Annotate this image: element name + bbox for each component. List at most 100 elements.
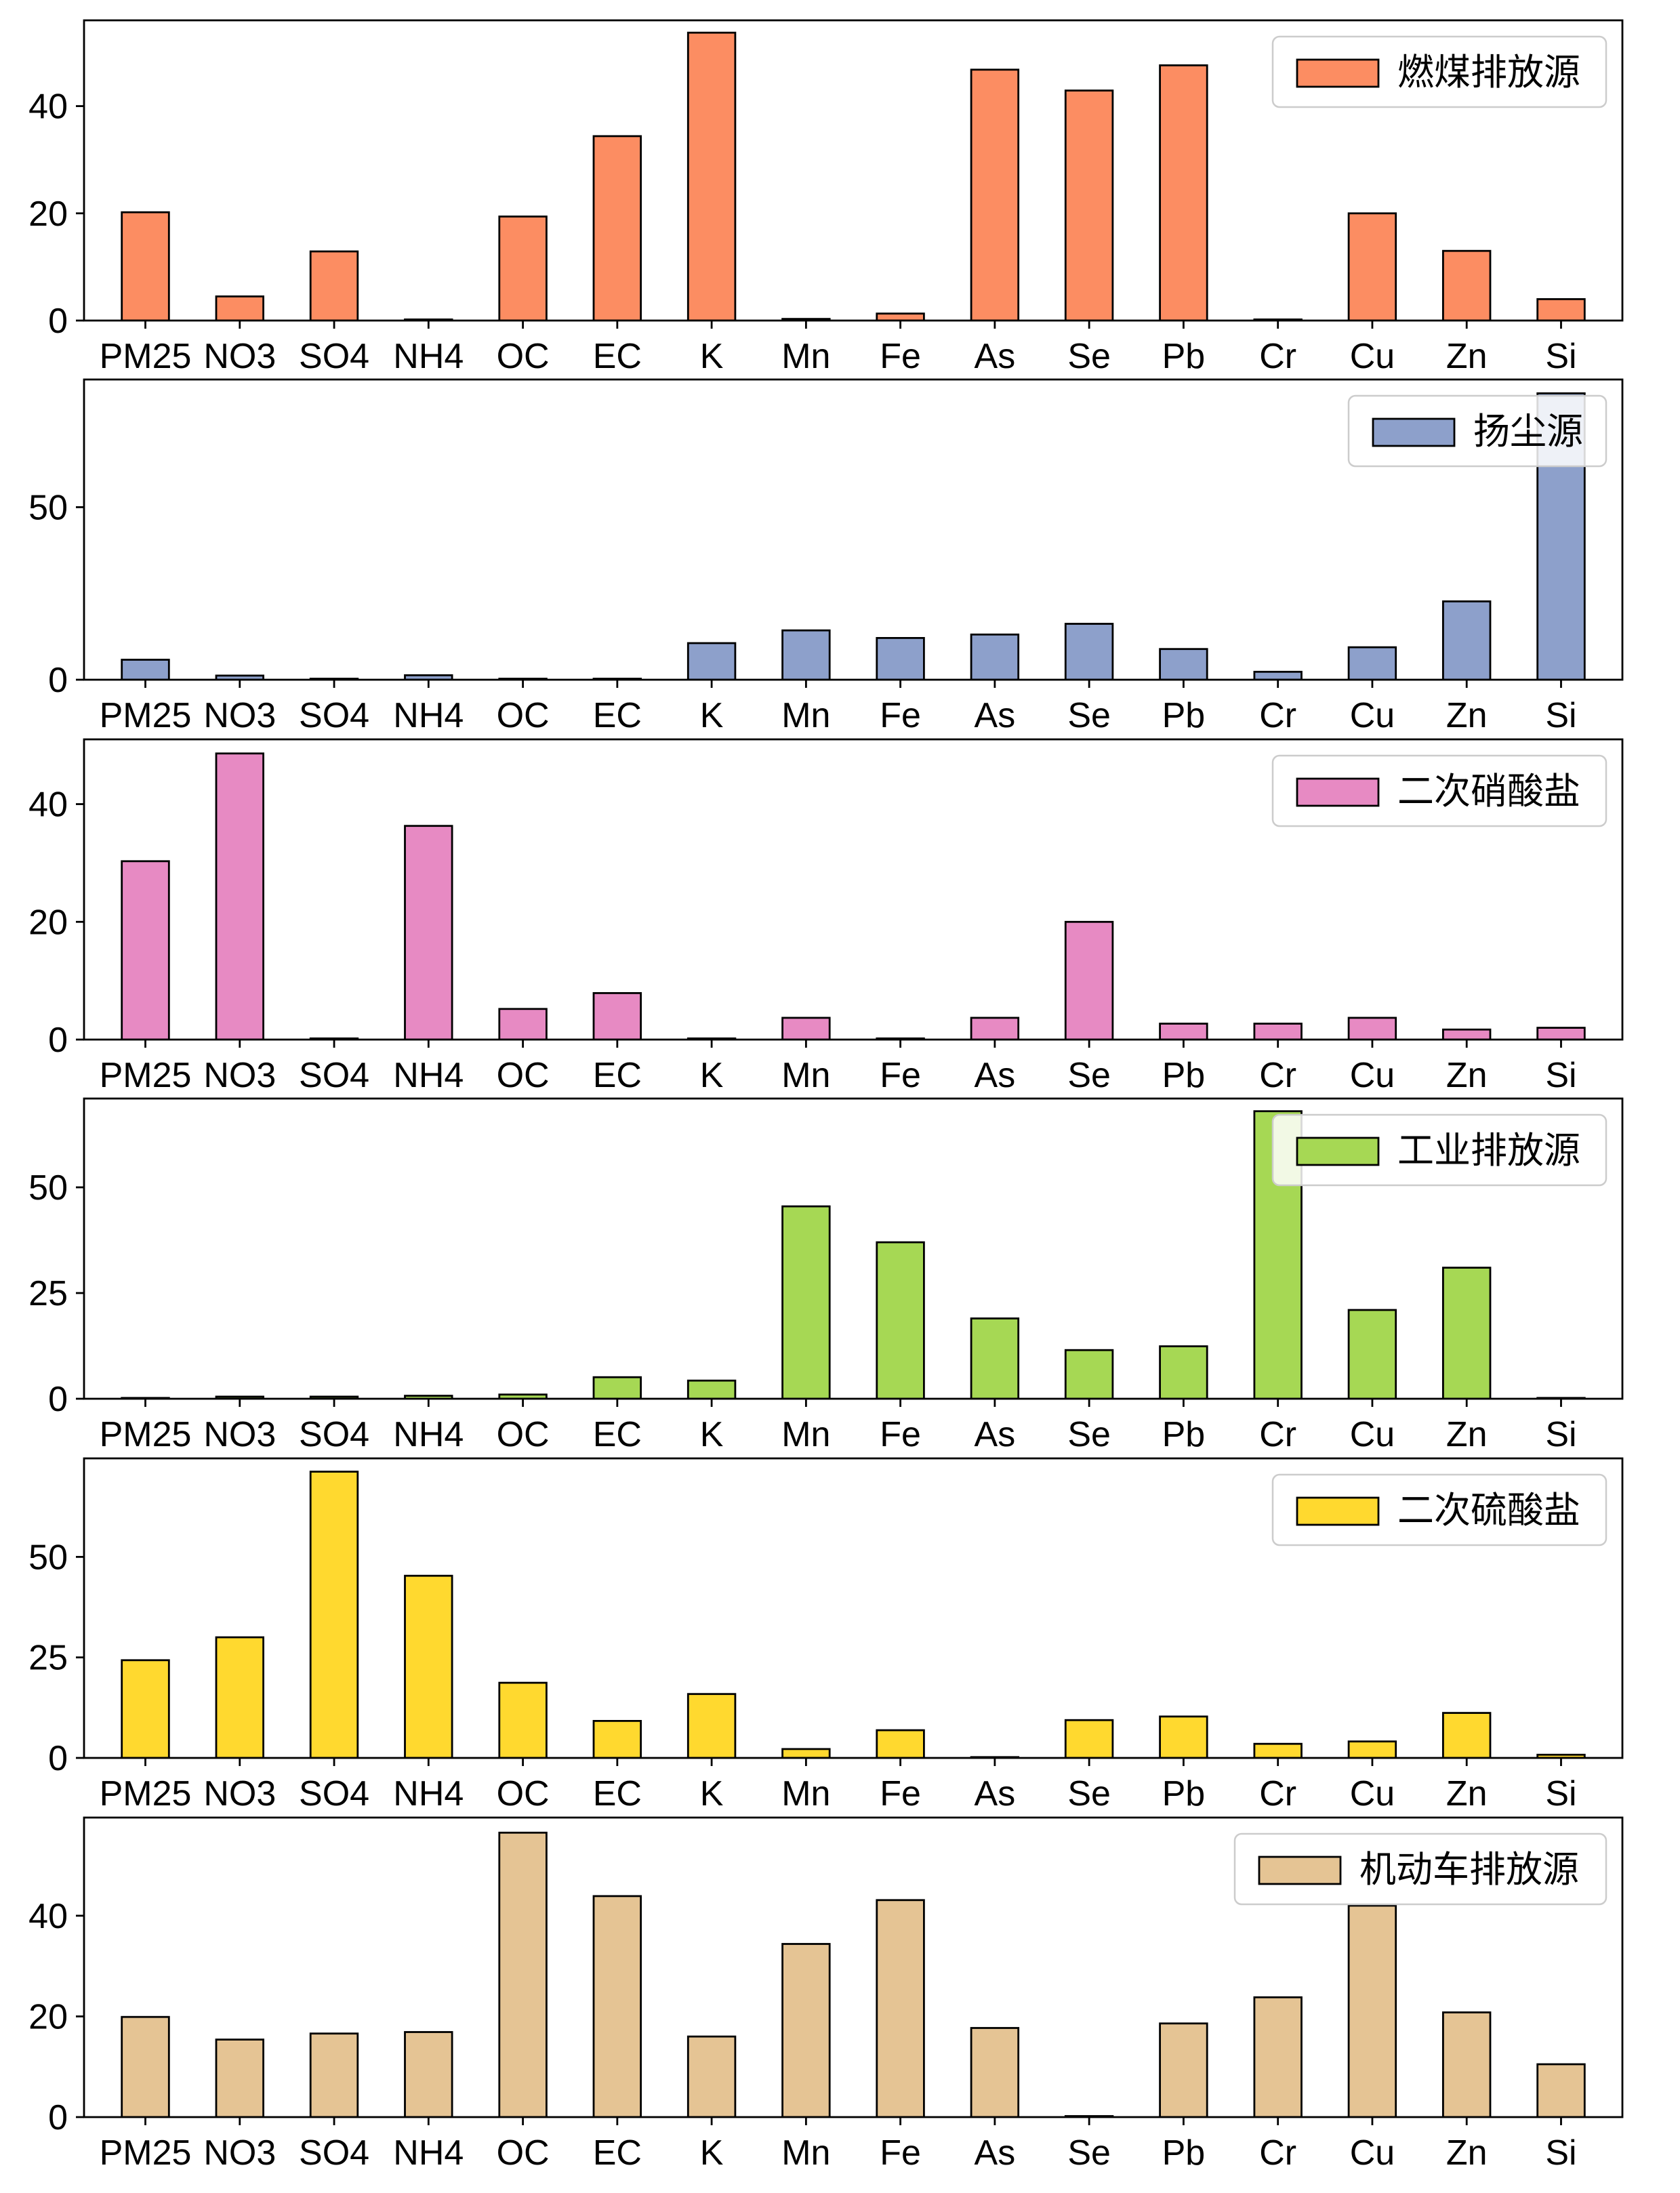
x-tick-label: PM25 xyxy=(100,337,192,376)
bar-As xyxy=(970,68,1020,321)
bar-OC xyxy=(498,1831,548,2117)
x-tick-label: EC xyxy=(593,2133,642,2173)
x-tick-label: Si xyxy=(1545,337,1576,376)
x-tick-label: NH4 xyxy=(393,1056,464,1095)
y-tick-label: 0 xyxy=(48,1739,68,1778)
bar-group xyxy=(121,1471,1586,1758)
x-tick-label: SO4 xyxy=(299,1056,369,1095)
bar-EC xyxy=(592,992,642,1040)
bar-SO4 xyxy=(309,250,359,321)
bar-As xyxy=(970,1017,1020,1040)
bar-K xyxy=(687,1379,737,1399)
legend-label: 机动车排放源 xyxy=(1359,1849,1579,1890)
bar-Si xyxy=(1536,1027,1586,1040)
x-tick-label: As xyxy=(975,2133,1016,2173)
bar-As xyxy=(970,1317,1020,1399)
x-tick-label: NO3 xyxy=(203,337,276,376)
x-tick-label: Zn xyxy=(1446,696,1488,735)
x-tick-label: Mn xyxy=(781,1415,830,1454)
x-tick-label: Cr xyxy=(1259,1056,1296,1095)
legend: 工业排放源 xyxy=(1271,1113,1607,1187)
x-tick-label: EC xyxy=(593,1415,642,1454)
bar-Pb xyxy=(1159,648,1208,680)
bar-NO3 xyxy=(215,1636,264,1758)
bar-Se xyxy=(1064,623,1114,680)
bar-NH4 xyxy=(404,674,453,680)
y-tick-label: 40 xyxy=(28,87,68,127)
x-tick-label: Mn xyxy=(781,2133,830,2173)
x-tick-label: Se xyxy=(1067,337,1111,376)
bar-Pb xyxy=(1159,2022,1208,2117)
bar-SO4 xyxy=(309,1471,359,1758)
legend: 二次硫酸盐 xyxy=(1271,1473,1607,1546)
x-tick-label: K xyxy=(700,1415,724,1454)
x-tick-label: NH4 xyxy=(393,696,464,735)
bar-Fe xyxy=(876,1241,925,1399)
x-tick-label: OC xyxy=(497,1056,550,1095)
bar-Si xyxy=(1536,298,1586,321)
x-tick-label: NH4 xyxy=(393,1774,464,1813)
bar-Cu xyxy=(1347,1017,1397,1040)
y-tick-label: 25 xyxy=(28,1274,68,1313)
legend-swatch xyxy=(1296,1136,1380,1166)
chart-panel-1: PM25 NO3 SO4 NH4 OC EC K Mn Fe As Se Pb Cr Cu Zn Si 0 20 4… xyxy=(28,19,1624,376)
x-tick-label: K xyxy=(700,1774,724,1813)
x-tick-label: Mn xyxy=(781,1774,830,1813)
bar-PM25 xyxy=(121,2015,170,2117)
legend: 机动车排放源 xyxy=(1233,1832,1607,1906)
bar-As xyxy=(970,633,1020,680)
x-tick-label: OC xyxy=(497,1415,550,1454)
x-tick-label: OC xyxy=(497,1774,550,1813)
bar-As xyxy=(970,2027,1020,2117)
legend-swatch xyxy=(1372,417,1456,447)
bar-Fe xyxy=(876,1729,925,1758)
x-tick-label: Fe xyxy=(880,1056,921,1095)
bar-NO3 xyxy=(215,2038,264,2117)
y-tick-label: 50 xyxy=(28,488,68,527)
bar-EC xyxy=(592,1376,642,1399)
x-tick-label: Si xyxy=(1545,1415,1576,1454)
bar-K xyxy=(687,2035,737,2117)
bar-Cr xyxy=(1253,670,1303,680)
x-tick-label: NO3 xyxy=(203,2133,276,2173)
bar-NH4 xyxy=(404,1574,453,1758)
x-tick-label: Si xyxy=(1545,696,1576,735)
x-tick-label: Se xyxy=(1067,1774,1111,1813)
x-tick-label: Fe xyxy=(880,696,921,735)
chart-panel-3: PM25 NO3 SO4 NH4 OC EC K Mn Fe As Se Pb Cr Cu Zn Si 0 20 4… xyxy=(28,738,1624,1095)
bar-NO3 xyxy=(215,752,264,1040)
chart-panel-6: PM25 NO3 SO4 NH4 OC EC K Mn Fe As Se Pb Cr Cu Zn Si 0 20 4… xyxy=(28,1816,1624,2173)
bar-Pb xyxy=(1159,1023,1208,1040)
x-tick-label: SO4 xyxy=(299,696,369,735)
x-tick-label: Mn xyxy=(781,696,830,735)
x-tick-label: NH4 xyxy=(393,337,464,376)
bar-Se xyxy=(1064,89,1114,321)
chart-panel-5: PM25 NO3 SO4 NH4 OC EC K Mn Fe As Se Pb Cr Cu Zn Si 0 25 5… xyxy=(28,1457,1624,1813)
bar-Cr xyxy=(1253,1996,1303,2117)
x-tick-label: PM25 xyxy=(100,2133,192,2173)
y-tick-label: 0 xyxy=(48,661,68,700)
x-tick-label: As xyxy=(975,337,1016,376)
axes-frame xyxy=(83,1097,1624,1400)
axes-frame xyxy=(83,1457,1624,1759)
x-tick-label: As xyxy=(975,1415,1016,1454)
bar-Fe xyxy=(876,1899,925,2117)
bar-Mn xyxy=(781,629,831,680)
x-tick-label: Cr xyxy=(1259,1415,1296,1454)
axes-frame xyxy=(83,738,1624,1041)
x-tick-label: Se xyxy=(1067,696,1111,735)
x-tick-label: EC xyxy=(593,1056,642,1095)
bar-NO3 xyxy=(215,295,264,321)
bar-Cu xyxy=(1347,1740,1397,1758)
x-tick-label: Fe xyxy=(880,2133,921,2173)
x-tick-label: Zn xyxy=(1446,1774,1488,1813)
x-tick-label: Zn xyxy=(1446,337,1488,376)
legend-label: 扬尘源 xyxy=(1473,411,1583,452)
x-tick-label: Cu xyxy=(1350,2133,1395,2173)
bar-Zn xyxy=(1441,1267,1492,1399)
bar-NO3 xyxy=(215,674,264,680)
x-tick-label: SO4 xyxy=(299,2133,369,2173)
y-tick-label: 20 xyxy=(28,194,68,234)
y-tick-label: 20 xyxy=(28,1997,68,2036)
bar-Se xyxy=(1064,920,1114,1040)
